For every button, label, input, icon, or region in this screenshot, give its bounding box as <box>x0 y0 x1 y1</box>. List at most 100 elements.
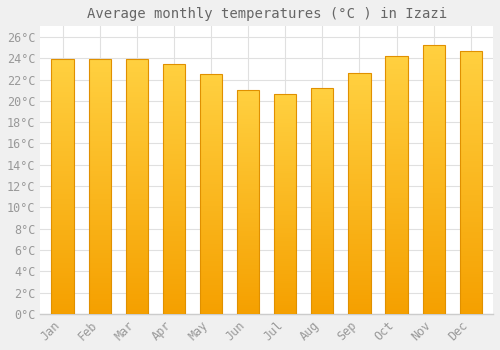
Bar <box>52 243 74 245</box>
Bar <box>200 218 222 220</box>
Bar <box>311 138 334 140</box>
Bar <box>386 273 407 275</box>
Bar <box>274 217 296 219</box>
Bar <box>237 177 260 180</box>
Bar <box>311 273 334 275</box>
Bar <box>460 143 482 146</box>
Bar <box>422 131 445 134</box>
Bar <box>88 243 111 245</box>
Bar <box>311 95 334 97</box>
Bar <box>52 164 74 166</box>
Bar <box>460 80 482 82</box>
Bar <box>163 108 185 111</box>
Bar <box>126 228 148 230</box>
Bar <box>386 146 407 149</box>
Bar <box>348 172 370 174</box>
Bar <box>88 95 111 98</box>
Bar <box>386 172 407 175</box>
Bar <box>200 161 222 163</box>
Bar <box>126 110 148 113</box>
Bar <box>311 294 334 296</box>
Bar <box>386 188 407 190</box>
Bar <box>163 219 185 221</box>
Bar <box>348 114 370 117</box>
Bar <box>126 179 148 182</box>
Bar <box>163 99 185 101</box>
Bar <box>126 108 148 110</box>
Bar <box>88 235 111 238</box>
Bar <box>52 123 74 126</box>
Bar <box>163 161 185 164</box>
Bar <box>386 169 407 172</box>
Bar <box>126 238 148 240</box>
Bar <box>237 175 260 177</box>
Bar <box>237 202 260 204</box>
Bar <box>311 228 334 230</box>
Bar <box>163 201 185 204</box>
Bar <box>200 74 222 77</box>
Bar <box>274 123 296 125</box>
Bar <box>311 246 334 248</box>
Bar <box>348 208 370 210</box>
Bar <box>200 266 222 268</box>
Bar <box>386 180 407 182</box>
Bar <box>460 106 482 108</box>
Bar <box>163 96 185 99</box>
Bar <box>126 288 148 291</box>
Bar <box>52 118 74 120</box>
Bar <box>311 303 334 305</box>
Bar <box>163 294 185 296</box>
Bar <box>237 274 260 276</box>
Bar <box>460 182 482 185</box>
Bar <box>386 262 407 265</box>
Bar <box>52 306 74 309</box>
Bar <box>163 241 185 244</box>
Bar <box>274 237 296 239</box>
Bar <box>237 191 260 193</box>
Bar <box>274 231 296 233</box>
Bar <box>311 178 334 181</box>
Bar <box>88 256 111 258</box>
Bar <box>126 120 148 123</box>
Bar <box>422 75 445 78</box>
Bar <box>237 267 260 269</box>
Bar <box>348 201 370 203</box>
Bar <box>237 256 260 258</box>
Bar <box>126 131 148 133</box>
Bar <box>311 210 334 212</box>
Bar <box>386 265 407 267</box>
Bar <box>126 113 148 115</box>
Bar <box>88 306 111 309</box>
Bar <box>126 133 148 136</box>
Bar <box>163 239 185 241</box>
Bar <box>200 242 222 244</box>
Bar <box>88 105 111 108</box>
Bar <box>200 194 222 196</box>
Bar <box>460 190 482 193</box>
Bar <box>348 112 370 114</box>
Bar <box>88 204 111 207</box>
Bar <box>460 117 482 119</box>
Bar <box>460 169 482 172</box>
Bar <box>163 266 185 269</box>
Bar <box>200 209 222 211</box>
Bar <box>237 236 260 238</box>
Bar <box>237 296 260 298</box>
Bar <box>163 304 185 306</box>
Bar <box>311 174 334 176</box>
Bar <box>88 301 111 304</box>
Bar <box>386 237 407 239</box>
Bar <box>348 138 370 141</box>
Bar <box>311 176 334 178</box>
Bar <box>163 221 185 224</box>
Bar <box>200 151 222 153</box>
Bar <box>237 265 260 267</box>
Bar <box>52 100 74 103</box>
Bar <box>52 192 74 194</box>
Bar <box>311 280 334 282</box>
Bar <box>386 164 407 167</box>
Bar <box>163 79 185 81</box>
Bar <box>348 92 370 95</box>
Bar <box>422 97 445 99</box>
Bar <box>52 141 74 143</box>
